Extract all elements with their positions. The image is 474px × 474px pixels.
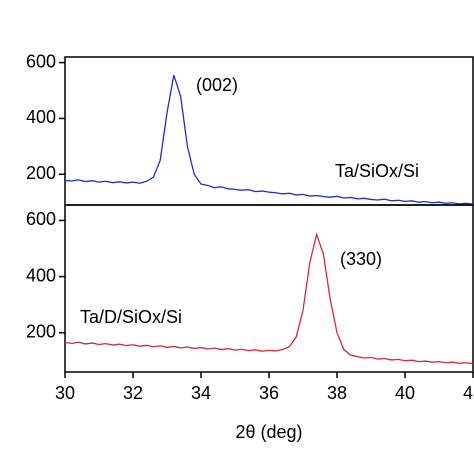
data-line [64,74,474,205]
x-tick-label: 36 [259,383,279,403]
data-line [64,232,474,365]
legend-label: Ta/SiOx/Si [335,161,419,181]
x-tick-label: 38 [327,383,347,403]
x-tick-label: 40 [395,383,415,403]
plot-frame [64,204,474,373]
x-tick-label: 30 [55,383,75,403]
y-tick-label: 200 [26,321,56,341]
x-tick-label: 42 [463,383,474,403]
x-axis-label: 2θ (deg) [235,422,302,442]
x-tick-label: 32 [123,383,143,403]
y-tick-label: 400 [26,107,56,127]
y-tick-label: 600 [26,51,56,71]
legend-label: Ta/D/SiOx/Si [80,307,182,327]
peak-annotation: (002) [196,75,238,95]
y-tick-label: 600 [26,209,56,229]
peak-annotation: (330) [340,249,382,269]
y-tick-label: 400 [26,265,56,285]
x-tick-label: 34 [191,383,211,403]
y-tick-label: 200 [26,163,56,183]
